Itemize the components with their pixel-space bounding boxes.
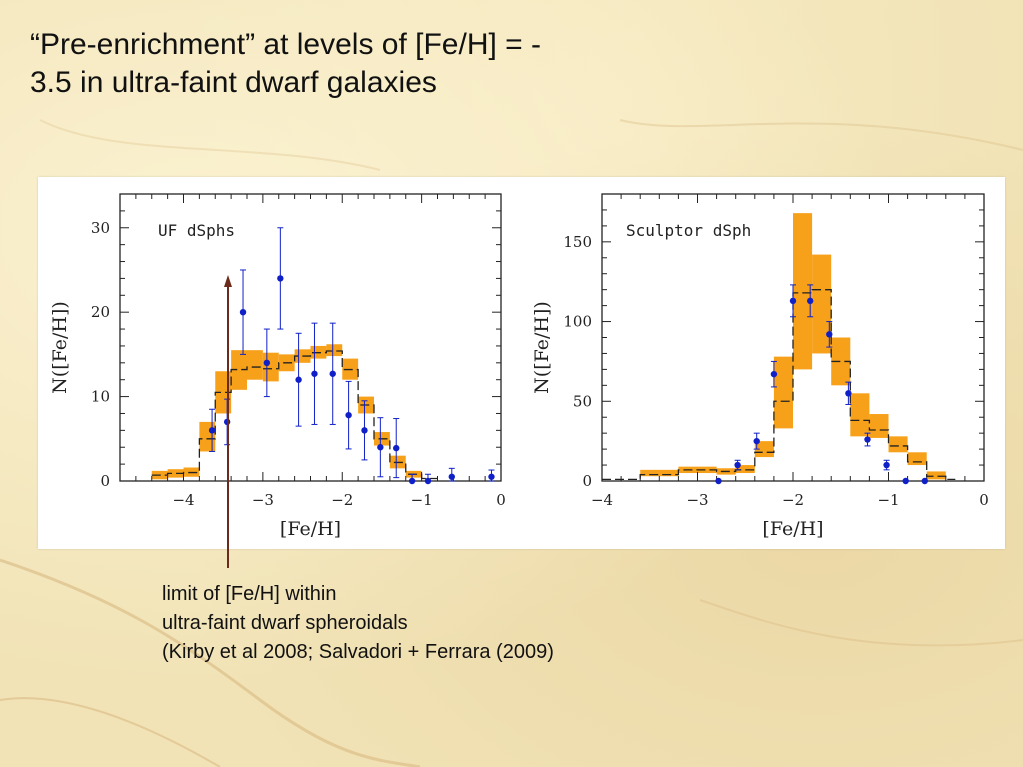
uf-band-bin <box>247 350 263 380</box>
scl-data-point <box>789 297 797 305</box>
scl-data-point <box>734 461 741 469</box>
scl-data-point <box>921 477 928 485</box>
uf-band-bin <box>262 352 279 382</box>
scl-panel-label: Sculptor dSph <box>626 221 751 240</box>
uf-model-line <box>151 350 438 480</box>
caption: limit of [Fe/H] within ultra-faint dwarf… <box>162 580 554 667</box>
uf-data-point <box>448 473 455 480</box>
uf-data-point <box>424 477 432 485</box>
scl-band-bin <box>812 254 832 354</box>
uf-band-bin <box>231 350 247 390</box>
scl-band-bin <box>831 337 851 386</box>
scl-band-bin <box>850 393 870 437</box>
uf-band-bin <box>326 344 343 357</box>
caption-line-1: limit of [Fe/H] within <box>162 583 337 605</box>
scl-band-bin <box>773 356 793 429</box>
scl-data-point <box>883 461 890 469</box>
scl-xtick-label: −4 <box>591 491 613 509</box>
scl-band-bin <box>888 436 908 453</box>
uf-data-point <box>408 477 416 485</box>
uf-data-point <box>345 411 352 419</box>
uf-data-point <box>295 376 302 383</box>
uf-data-point <box>393 444 400 452</box>
uf-xtick-label: −3 <box>252 491 274 509</box>
uf-data-point <box>329 370 336 377</box>
scl-data-point <box>715 477 722 485</box>
scl-data-point <box>770 370 778 378</box>
uf-chart: −4 −3 −2 −1 0 0 10 20 30 [Fe/H] N([Fe/H]) UF dSphs <box>49 193 506 540</box>
uf-panel-label: UF dSphs <box>158 221 235 240</box>
uf-data-point <box>277 275 284 282</box>
scl-ylabel: N([Fe/H]) <box>531 301 553 394</box>
scl-data-point <box>826 331 833 338</box>
scl-data-point <box>902 477 909 485</box>
uf-xtick-label: −1 <box>411 491 433 509</box>
scl-band-bin <box>735 465 755 474</box>
scl-ytick-label: 150 <box>563 233 592 251</box>
uf-data-point <box>223 418 231 426</box>
uf-data-point <box>377 444 384 451</box>
uf-data-point <box>263 359 271 367</box>
uf-band-bin <box>167 469 184 478</box>
scl-band-bin <box>640 469 679 477</box>
uf-band-bin <box>199 421 216 452</box>
caption-line-3: (Kirby et al 2008; Salvadori + Ferrara (… <box>162 641 554 663</box>
uf-xlabel: [Fe/H] <box>280 518 341 540</box>
scl-chart: −4 −3 −2 −1 0 0 50 100 150 [Fe/H] N([Fe/H]) Sculpto… <box>531 193 989 540</box>
uf-data-point <box>239 308 247 316</box>
uf-ytick-label: 10 <box>91 388 110 406</box>
slide-title: “Pre-enrichment” at levels of [Fe/H] = -… <box>30 26 710 102</box>
scl-ytick-label: 0 <box>582 472 592 490</box>
scl-ytick-label: 100 <box>563 313 592 331</box>
caption-line-2: ultra-faint dwarf spheroidals <box>162 612 408 634</box>
uf-data-point <box>208 427 216 434</box>
uf-xtick-label: −2 <box>331 491 353 509</box>
title-line-2: 3.5 in ultra-faint dwarf galaxies <box>30 66 437 99</box>
uf-ytick-label: 0 <box>100 472 110 490</box>
scl-data-point <box>845 390 852 397</box>
title-line-1: “Pre-enrichment” at levels of [Fe/H] = - <box>30 28 541 61</box>
uf-ytick-label: 30 <box>91 219 110 237</box>
uf-data-point <box>361 427 368 434</box>
uf-ytick-label: 20 <box>91 303 110 321</box>
scl-xtick-label: −1 <box>877 491 899 509</box>
scl-band-bin <box>926 471 946 480</box>
scl-band-bin <box>907 452 927 466</box>
scl-xtick-label: 0 <box>979 491 989 509</box>
scl-band-bin <box>869 414 889 438</box>
scl-band-bin <box>793 213 813 370</box>
scl-data-point <box>753 437 760 445</box>
scl-data-point <box>864 436 871 443</box>
uf-ylabel: N([Fe/H]) <box>49 301 71 394</box>
scl-data-point <box>806 297 814 305</box>
uf-data-point <box>488 473 495 480</box>
scl-band-bin <box>754 441 774 458</box>
scl-ytick-label: 50 <box>573 392 592 410</box>
uf-xtick-label: 0 <box>496 491 506 509</box>
scl-xtick-label: −2 <box>782 491 804 509</box>
scl-xtick-label: −3 <box>686 491 708 509</box>
uf-data-point <box>311 370 318 377</box>
figure-panel: −4 −3 −2 −1 0 0 10 20 30 [Fe/H] N([Fe/H]) UF dSphs −… <box>38 177 1005 549</box>
scl-xlabel: [Fe/H] <box>762 518 823 540</box>
scl-model-line <box>602 289 956 481</box>
uf-xtick-label: −4 <box>172 491 194 509</box>
